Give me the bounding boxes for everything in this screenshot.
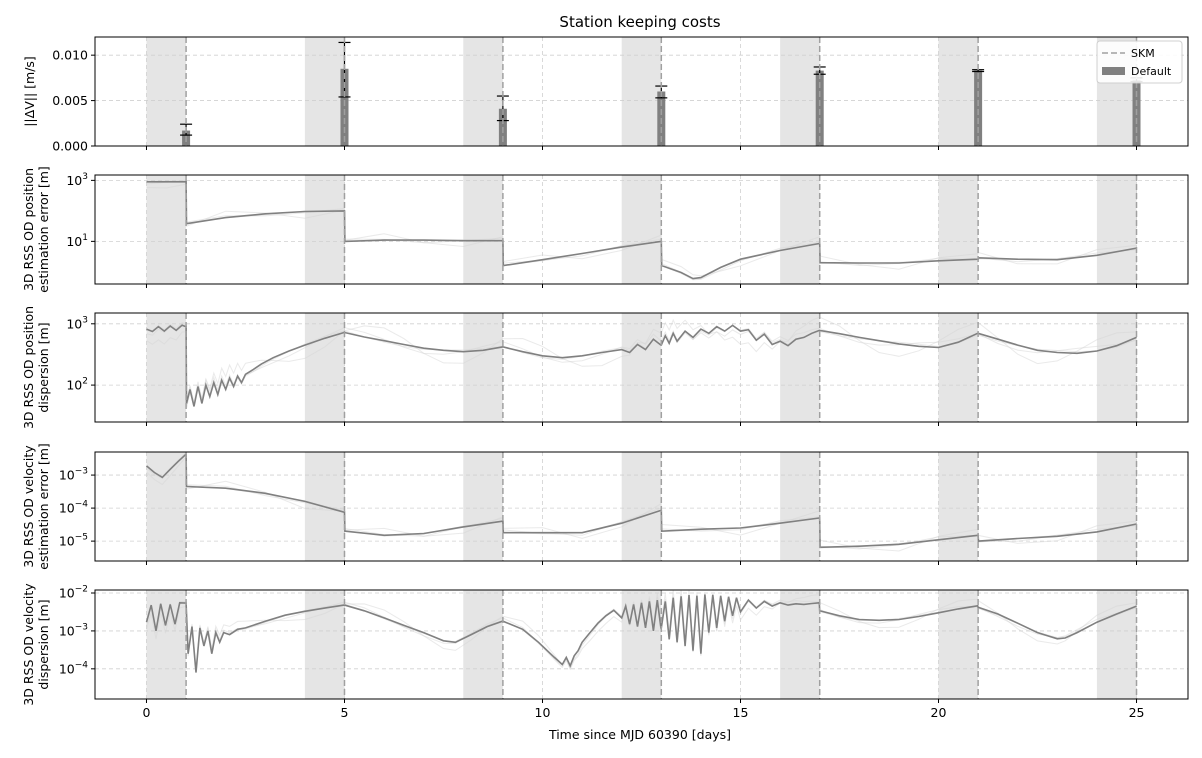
od-window-1 [146,590,187,699]
y-axis-label-line: 3D RSS OD position [21,306,36,429]
od-window-2 [304,175,345,284]
od-window-1 [146,37,187,146]
axes-frame [94,589,1189,700]
data-pos-disp [146,316,1137,409]
axes-frame [94,36,1189,147]
dv-bar-5 [815,70,824,146]
y-tick-label-1: 10−3 [59,622,88,638]
x-tick-label-10: 10 [535,705,551,720]
x-tick-label-5: 5 [341,705,349,720]
y-tick-label-2: 10−3 [59,467,88,483]
mc-trace-3 [146,183,1137,277]
legend-label-skm: SKM [1131,47,1155,60]
od-window-6 [938,175,979,284]
od-window-6 [938,452,979,561]
series-line-default [146,324,1137,407]
y-axis-label-vel-est: 3D RSS OD velocityestimation error [m] [21,443,51,570]
y-tick-label-2: 10−2 [59,585,88,601]
od-window-1 [146,175,187,284]
od-window-7 [1096,175,1137,284]
y-axis-label-line: estimation error [m] [36,443,51,570]
od-window-4 [621,313,662,422]
x-axis-label: Time since MJD 60390 [days] [548,727,731,742]
legend-label-default: Default [1131,65,1172,78]
od-window-5 [780,37,820,146]
y-axis-label-line: ||ΔV|| [m/s] [22,56,37,127]
y-axis-label-vel-disp: 3D RSS OD velocitydispersion [m] [21,583,51,706]
od-window-6 [938,37,979,146]
x-tick-label-0: 0 [143,705,151,720]
od-window-3 [463,175,503,284]
x-tick-label-25: 25 [1129,705,1145,720]
y-tick-label-0: 102 [66,377,88,393]
od-window-4 [621,175,662,284]
od-window-4 [621,590,662,699]
y-axis-label-line: dispersion [m] [36,599,51,689]
axes-frame [94,451,1189,562]
y-tick-label-0: 101 [66,233,88,249]
od-window-5 [780,175,820,284]
legend-swatch-default [1102,67,1125,75]
y-axis-label-line: 3D RSS OD position [21,168,36,291]
od-window-4 [621,37,662,146]
y-tick-label-1: 0.005 [52,93,88,108]
panel-vel-est: 10−5 10−4 10−3 3D RSS OD velocityestimation… [21,443,1189,570]
y-tick-label-0: 0.000 [52,139,88,154]
od-window-3 [463,590,503,699]
od-window-5 [780,590,820,699]
axes-frame [94,312,1189,423]
od-window-7 [1096,452,1137,561]
panel-pos-est: 101 103 3D RSS OD positionestimation error… [21,166,1189,293]
od-window-1 [146,452,187,561]
y-axis-label-line: dispersion [m] [36,322,51,412]
y-axis-label-dv: ||ΔV|| [m/s] [22,56,37,127]
panel-dv: 0.000 0.005 0.010 ||ΔV|| [m/s] [22,36,1189,154]
y-axis-label-pos-est: 3D RSS OD positionestimation error [m] [21,166,51,293]
od-window-7 [1096,313,1137,422]
mc-trace-3 [146,316,1137,409]
y-axis-label-pos-disp: 3D RSS OD positiondispersion [m] [21,306,51,429]
od-window-3 [463,313,503,422]
od-window-2 [304,313,345,422]
axes-frame [94,174,1189,285]
chart-title: Station keeping costs [559,13,720,31]
data-vel-disp [145,590,1137,673]
y-tick-label-0: 10−4 [59,660,88,676]
y-tick-label-0: 10−5 [59,533,88,549]
od-window-5 [780,452,820,561]
panel-pos-disp: 102 103 3D RSS OD positiondispersion [m] [21,306,1189,429]
od-window-3 [463,37,503,146]
od-window-6 [938,313,979,422]
chart-panels: 0.000 0.005 0.010 ||ΔV|| [m/s] 101 103 3D RSS … [21,36,1189,720]
od-window-3 [463,452,503,561]
x-tick-label-15: 15 [733,705,749,720]
panel-vel-disp: 0 5 10 15 20 25 10−4 10−3 10−2 3D RSS OD velocity… [21,583,1189,720]
y-axis-label-line: 3D RSS OD velocity [21,583,36,706]
y-axis-label-line: estimation error [m] [36,166,51,293]
y-tick-label-1: 103 [66,172,88,188]
od-window-5 [780,313,820,422]
x-tick-label-20: 20 [931,705,947,720]
y-axis-label-line: 3D RSS OD velocity [21,445,36,568]
y-tick-label-2: 0.010 [52,48,88,63]
y-tick-label-1: 103 [66,315,88,331]
legend: SKM Default [1096,40,1183,84]
dv-bar-2 [340,68,349,146]
od-window-2 [304,37,345,146]
od-window-4 [621,452,662,561]
series-line-default [145,594,1137,673]
dv-bar-6 [974,70,983,146]
y-tick-label-1: 10−4 [59,500,88,516]
